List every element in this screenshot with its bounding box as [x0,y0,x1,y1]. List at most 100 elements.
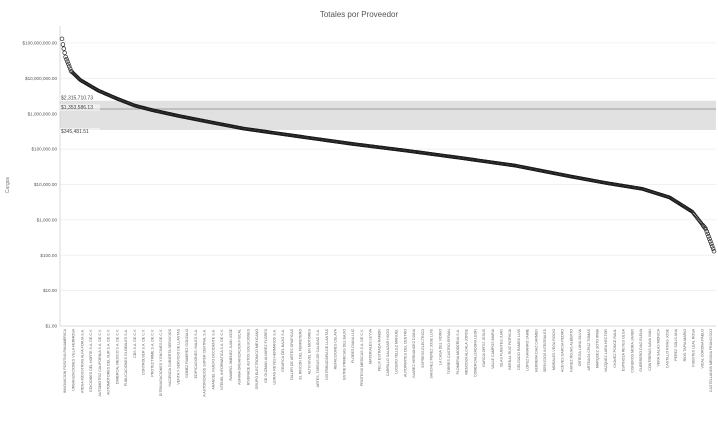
data-point [704,229,709,234]
data-point [61,46,67,51]
x-tick-label: ALTO NIVEL EN MOTORES [307,328,311,374]
data-point [708,239,713,244]
y-tick-label: $100,000.00 [31,147,57,152]
x-tick-label: LA CASA DEL VIDRIO [438,329,442,365]
x-tick-label: EDIFICACIONES VIALES S.A. [194,329,198,378]
x-tick-label: TALLER DE ARTES GRAFICAS [290,328,294,380]
data-point [65,59,70,64]
x-tick-label: DELGADO RAMOS LUIS [517,328,521,369]
band-annotation-label: $345,481.51 [61,129,89,135]
data-point [63,54,68,60]
data-point [707,236,712,242]
x-tick-label: AUTOMOTRIZ CALIFORNIA S.A. DE C.V. [98,329,102,397]
x-tick-label: TORRES CASTRO EFRAIN [447,329,451,374]
x-tick-label: MORALES VEGA ROCIO [552,329,556,370]
x-tick-label: NUNEZ ROJAS ALBERTO [569,329,573,372]
data-point [62,50,67,56]
x-tick-label: SANCHEZ PEREZ JOSE LUIS [430,328,434,378]
x-tick-label: LUCERO TELLEZ MANUEL [395,329,399,374]
x-tick-label: RAMIRO JIMENEZ JUAN JOSE [229,328,233,380]
data-point [60,42,66,47]
x-tick-label: DISTRIBUIDORA DE LLANTAS [325,328,329,379]
x-tick-label: ESPINOZA REYES OLGA [622,328,626,371]
x-tick-label: EL RINCON DEL FERRETERO [299,329,303,380]
x-tick-label: CONTRERAS NAVA IVAN [648,329,652,371]
x-tick-label: MENDOZA ALCALA JORGE [465,328,469,374]
x-tick-label: CHAVEZ PONCE RAUL [613,329,617,368]
x-tick-label: VERA SALAS MONICA [657,328,661,366]
x-tick-labels: INNOVACION POSITIVA PANAMERICA URBANIZACI… [63,328,713,397]
x-tick-label: MARQUEZ SOTO IRMA [596,328,600,368]
y-tick-label: $10,000,000.00 [25,76,57,81]
x-tick-label: VENTA Y SERVICIO DE LLANTAS [177,328,181,384]
chart-title: Totales por Proveedor [320,10,399,19]
data-point [703,226,709,232]
x-tick-label: VAZQUEZ LARA HECTOR [604,329,608,372]
data-point [66,61,71,67]
x-tick-label: AUTOPARTES DEL CENTRO [404,329,408,377]
x-tick-label: EXPRESS ELECTRICO [421,329,425,368]
x-tick-label: PLOMERIA MODERNA S.A. [456,329,460,374]
data-point [59,36,65,42]
band-annotation-2: $345,481.51 [60,128,100,135]
x-tick-label: EDICIONES DEL NORTE S.A. DE C.V. [89,329,93,392]
reference-band-group [60,100,716,130]
x-tick-label: JUAREZ HERNANDEZ DIANA [412,328,416,378]
data-points [59,36,717,254]
x-tick-label: AUTOMOTORES DEL SUR S.A. DE C.V. [107,329,111,395]
data-point [710,246,716,251]
y-tick-label: $1,000.00 [37,217,58,222]
x-tick-label: DE GUZMAN ALVAREZ FLORES [264,328,268,382]
y-tick-labels: $100,000,000.00 $10,000,000.00 $1,000,000.… [23,40,58,328]
y-axis-label: Cargos [5,176,11,193]
x-tick-label: ENTRE PRIMICIAS DEL BAJIO [342,329,346,380]
y-tick-label: $10.00 [43,288,57,293]
x-tick-label: ATENA INDUSTRIAS ALFA FORJA S.A. [81,329,85,393]
x-tick-label: GOMEZ RAMIREZ GONZALO [185,329,189,378]
x-tick-label: A AUTORIZADOS SUPER CENTRAL S.A. [203,329,207,397]
x-tick-label: VIDAL CORONA PABLO [700,329,704,369]
data-point [706,234,711,239]
axes [59,26,716,327]
x-tick-label: ARTES, TAREAS DE CALIDAD S.A. [316,329,320,387]
x-tick-label: PUBLICACIONES GLOBALES S.A. [124,329,128,386]
x-tick-label: HERRERA DIAZ CARMEN [534,329,538,373]
x-tick-label: BERNAL RUIZ PATRICIA [508,328,512,369]
data-point [709,241,714,247]
x-tick-label: INNOVACION POSITIVA PANAMERICA [63,328,67,393]
x-tick-label: DIMERCAL MEXICO S.A. DE C.V. [115,329,119,384]
x-tick-label: PROTECTIRME S.A. DE C.V. [150,329,154,377]
x-tick-label: GUERRERO DIAZ ELENA [639,328,643,371]
x-tick-label: NTENEL INFORMATICA S.A. DE C.V. [220,329,224,390]
y-tick-label: $100,000,000.00 [23,40,58,45]
band-annotation-1: $1,353,586.13 [60,104,100,111]
x-tick-label: FUENTES LEAL ROSA [692,328,696,366]
x-tick-label: MATERIALES LEYVA [369,328,373,363]
data-point [67,64,72,69]
band-annotation-0: $2,315,710.73 [60,94,100,101]
x-tick-label: VALLE CAMPOS MARIA [491,328,495,368]
x-tick-label: ORTEGA LUNA SILVIA [578,328,582,366]
x-tick-label: CARRILLO SALAZAR HUGO [386,329,390,376]
y-tick-label: $100.00 [40,253,57,258]
y-tick-label: $10,000.00 [34,182,57,187]
x-tick-label: LOPEZ NAVARRO JAIME [526,328,530,370]
band-annotation-label: $2,315,710.73 [61,95,93,101]
x-tick-label: FLORES DIANA LUZ [351,328,355,363]
data-point [711,248,717,254]
x-tick-label: REFACCIONES CELAYA [334,328,338,369]
x-tick-label: DITRINAGACIONES Y ENCINES DE C.V. [159,329,163,396]
x-tick-label: PEREZ SOLIS ANA [674,328,678,360]
x-tick-label: URBANIZACIONES VILLA HERMOSA [72,328,76,390]
x-tick-label: ISLAS FUENTES JUAN [500,329,504,368]
x-tick-label: COMERCIALIZADORA LEON [473,329,477,377]
x-tick-label: CONTROLVER S.A. DE C.V. [142,329,146,375]
y-tick-label: $1.00 [46,324,58,329]
x-tick-label: RIVERADE AUTOS SOLUCIONES [246,328,250,385]
x-tick-label: ASHIMA ORGANIZACION FISCAL [238,329,242,385]
data-point [67,66,73,71]
band-annotations: $2,315,710.73 $1,353,586.13 $345,481.51 [60,94,100,135]
x-tick-label: ACEVES GARCIA PEDRO [561,329,565,372]
data-point [709,244,715,249]
